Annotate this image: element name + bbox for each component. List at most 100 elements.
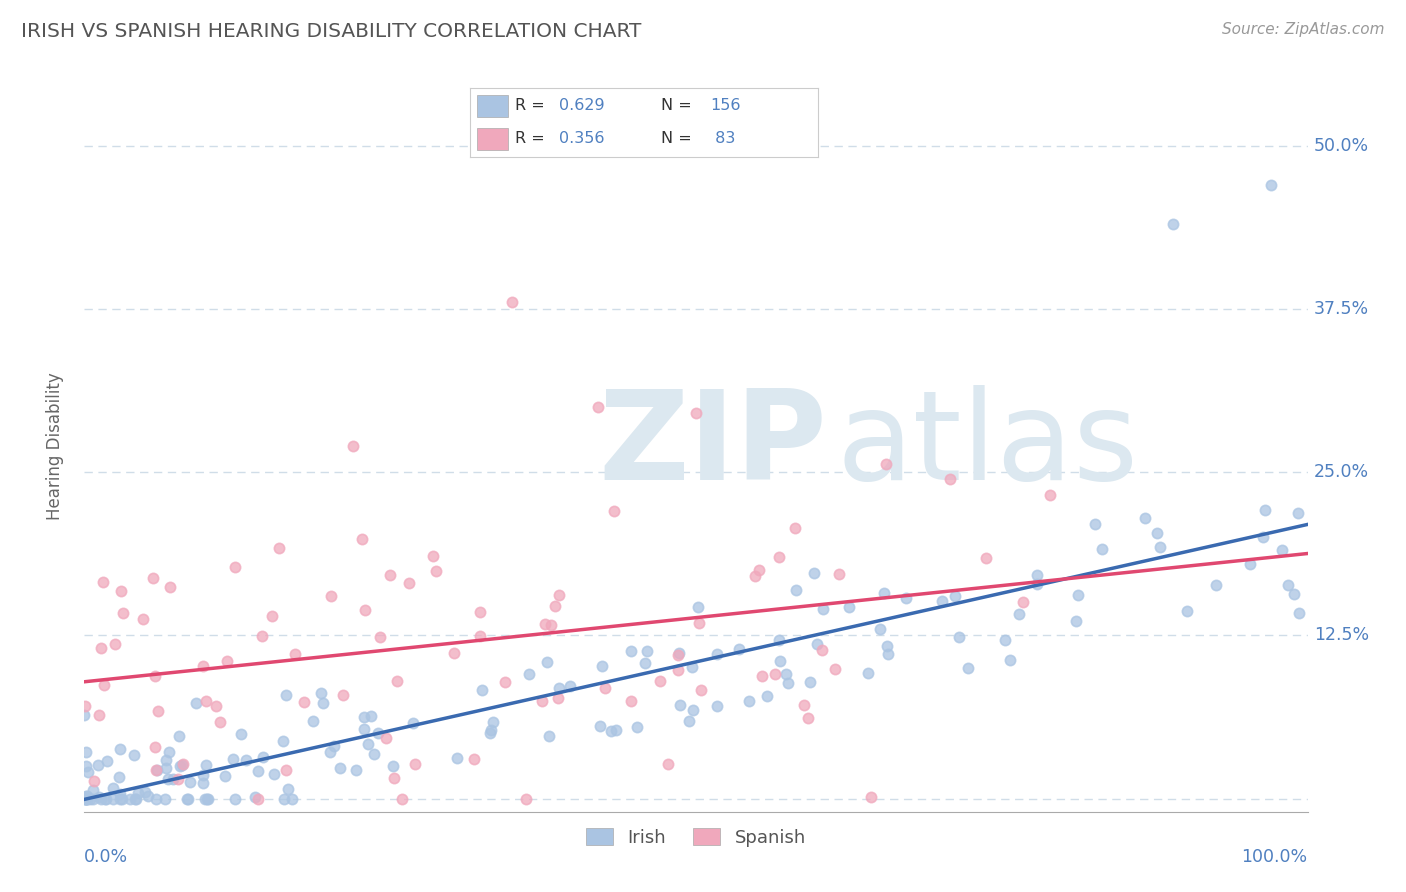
Point (260, 608, 283, 623)
Point (120, 791, 142, 805)
Point (838, 599, 860, 614)
Point (194, 791, 217, 805)
Point (765, 667, 787, 681)
Point (83, 773, 105, 788)
Point (176, 791, 198, 805)
Point (382, 771, 405, 785)
Point (1175, 604, 1198, 618)
Point (122, 748, 145, 763)
Point (75, 759, 97, 773)
Point (145, 740, 167, 755)
Point (727, 642, 749, 657)
Legend: Irish, Spanish: Irish, Spanish (579, 821, 813, 854)
Point (633, 656, 655, 670)
Point (1012, 595, 1035, 609)
Point (793, 698, 815, 713)
Point (769, 655, 792, 669)
Point (1282, 587, 1305, 601)
Point (76, 791, 98, 805)
Point (222, 752, 245, 766)
Point (560, 679, 582, 693)
Point (543, 599, 565, 613)
Point (1026, 576, 1049, 591)
Point (1025, 568, 1047, 582)
Point (378, 568, 401, 582)
Point (468, 605, 491, 619)
Point (599, 724, 621, 739)
Point (682, 702, 704, 716)
Point (131, 612, 153, 626)
Point (75, 789, 97, 804)
Point (170, 758, 193, 772)
Point (471, 683, 494, 698)
Point (91, 574, 114, 589)
Point (75, 791, 97, 805)
Point (159, 580, 181, 594)
Point (689, 683, 711, 698)
Point (1064, 614, 1087, 628)
Point (94, 791, 117, 805)
Point (145, 763, 167, 777)
Point (75, 791, 97, 805)
Point (77, 764, 100, 779)
Point (1277, 578, 1299, 592)
Point (146, 704, 169, 718)
Point (666, 648, 689, 662)
Point (1146, 526, 1168, 541)
Point (1239, 558, 1261, 572)
Point (603, 504, 626, 518)
Point (678, 714, 700, 729)
Point (197, 791, 219, 805)
Point (381, 759, 404, 773)
Point (1288, 606, 1310, 620)
Point (620, 694, 643, 708)
Point (957, 661, 980, 675)
Text: 37.5%: 37.5% (1313, 300, 1369, 318)
Point (224, 791, 246, 805)
Point (301, 714, 323, 728)
Point (768, 549, 790, 564)
Point (353, 723, 375, 737)
Point (531, 694, 554, 708)
Point (367, 726, 389, 740)
Point (856, 666, 879, 681)
Point (1067, 588, 1090, 602)
Point (1260, 178, 1282, 192)
Point (775, 667, 797, 681)
Point (803, 566, 825, 580)
Point (931, 593, 953, 607)
Point (605, 723, 627, 737)
Point (1205, 578, 1227, 592)
Point (273, 791, 295, 805)
Point (75, 791, 97, 805)
Point (329, 761, 352, 775)
Point (744, 568, 766, 582)
Point (626, 721, 648, 735)
Point (756, 689, 779, 703)
Point (87, 707, 110, 722)
Point (811, 642, 834, 657)
Point (948, 630, 970, 644)
Point (179, 774, 201, 789)
Point (191, 775, 214, 789)
Point (360, 709, 382, 723)
Point (125, 791, 148, 805)
Point (547, 690, 569, 705)
Point (79, 791, 101, 805)
Point (859, 789, 882, 804)
Point (894, 591, 917, 606)
Point (186, 696, 208, 710)
Point (872, 586, 894, 600)
Point (357, 737, 380, 751)
Point (1008, 607, 1031, 621)
Point (538, 729, 561, 743)
Point (90, 791, 112, 805)
Point (267, 541, 290, 555)
Point (877, 647, 900, 661)
Point (586, 400, 609, 414)
Y-axis label: Hearing Disability: Hearing Disability (45, 372, 63, 520)
Point (111, 607, 134, 621)
Point (101, 780, 124, 795)
Point (657, 756, 679, 771)
Point (76, 791, 98, 805)
